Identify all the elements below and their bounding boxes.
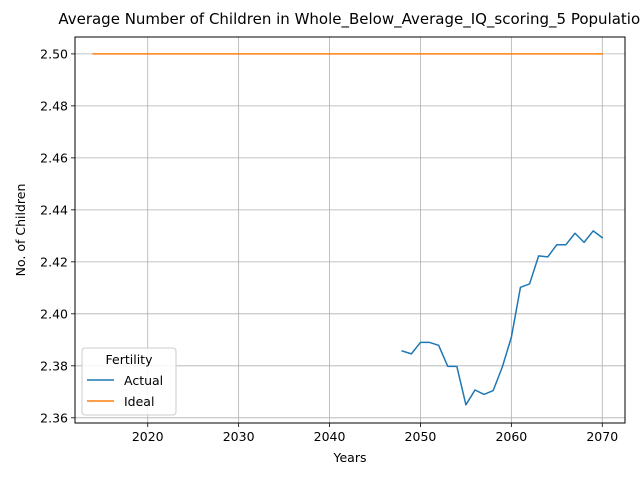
- x-tick-label: 2070: [586, 429, 618, 444]
- x-tick-label: 2040: [314, 429, 346, 444]
- y-tick-label: 2.44: [40, 202, 68, 217]
- y-tick-label: 2.42: [40, 254, 68, 269]
- legend-box: [81, 347, 177, 416]
- grid-lines: [75, 37, 625, 423]
- legend-label-actual: Actual: [124, 373, 163, 388]
- chart-title: Average Number of Children in Whole_Belo…: [58, 10, 640, 29]
- series-line-actual: [401, 230, 604, 406]
- axis-ticks: 2020 2030 2040 2050 2060 2070 2.36 2.38 2.40 2.42…: [40, 46, 618, 444]
- series-layer: [92, 53, 604, 406]
- legend-title: Fertility: [106, 352, 154, 367]
- x-tick-label: 2030: [223, 429, 255, 444]
- y-tick-label: 2.40: [40, 306, 68, 321]
- y-tick-label: 2.48: [40, 98, 68, 113]
- x-tick-label: 2050: [405, 429, 437, 444]
- y-tick-label: 2.38: [40, 358, 68, 373]
- y-tick-label: 2.36: [40, 410, 68, 425]
- y-tick-label: 2.46: [40, 150, 68, 165]
- y-axis-label: No. of Children: [13, 184, 28, 277]
- plot-frame: [74, 36, 626, 424]
- x-axis-label: Years: [333, 450, 367, 465]
- y-tick-label: 2.50: [40, 46, 68, 61]
- x-tick-label: 2060: [495, 429, 527, 444]
- x-tick-label: 2020: [132, 429, 164, 444]
- legend-label-ideal: Ideal: [124, 394, 154, 409]
- legend: Fertility Actual Ideal: [81, 347, 177, 416]
